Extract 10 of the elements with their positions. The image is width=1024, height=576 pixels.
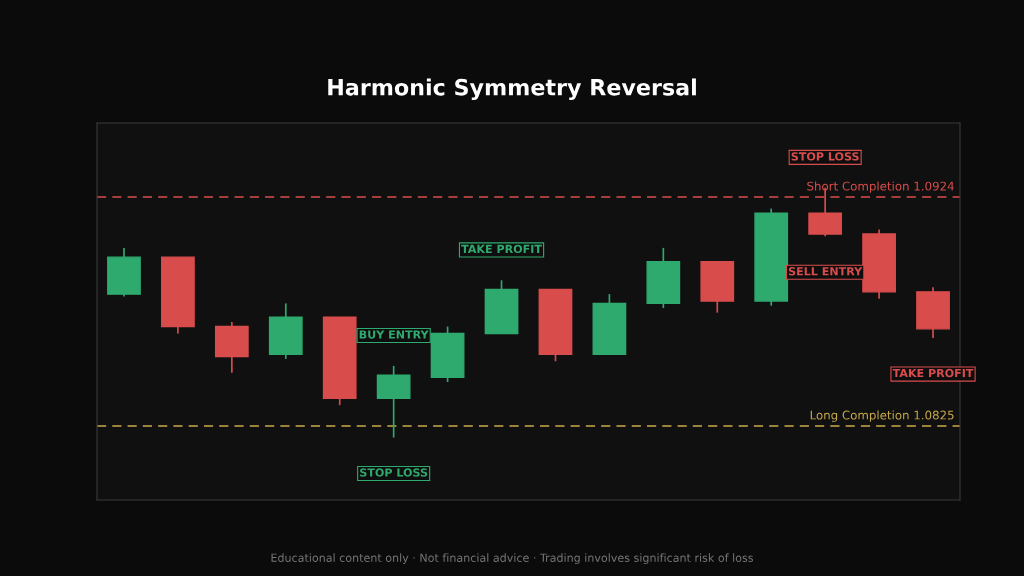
ref-line-label: Short Completion 1.0924 <box>807 181 954 193</box>
chart-title: Harmonic Symmetry Reversal <box>328 78 696 101</box>
annotation: STOP LOSS <box>791 152 859 161</box>
annotation: STOP LOSS <box>360 468 428 477</box>
annotation: TAKE PROFIT <box>461 244 542 254</box>
annotation: SELL ENTRY <box>788 267 863 276</box>
ref-line-label: Long Completion 1.0825 <box>810 410 954 422</box>
annotation: BUY ENTRY <box>359 330 429 339</box>
annotation: TAKE PROFIT <box>892 368 974 378</box>
text: Educational content only · Not financial advice · Trading involves significant risk of loss <box>271 553 754 565</box>
